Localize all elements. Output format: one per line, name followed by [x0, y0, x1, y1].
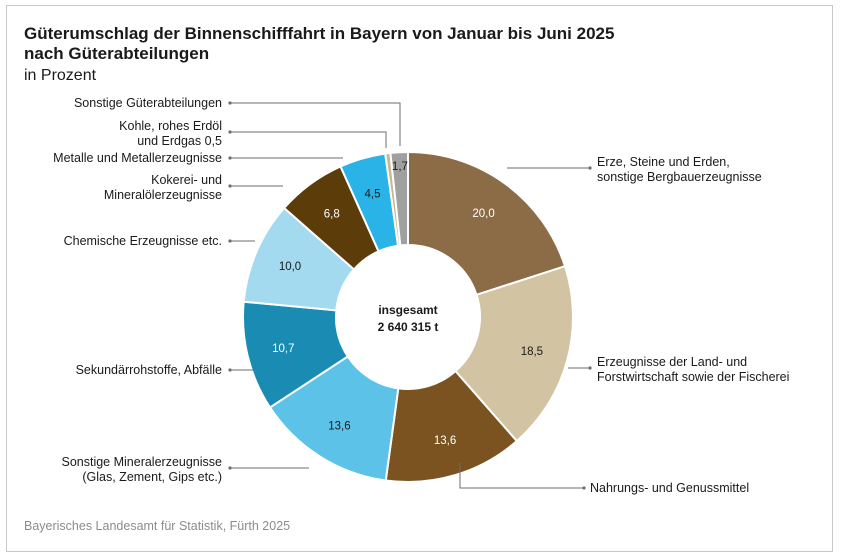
category-label: Nahrungs- und Genussmittel	[590, 481, 749, 495]
leader-dot	[228, 368, 232, 372]
category-label: Erze, Steine und Erden, sonstige Bergbaue…	[597, 155, 762, 184]
leader-dot	[582, 486, 586, 490]
leader-line	[230, 102, 401, 146]
slice-value-label: 10,7	[272, 343, 294, 355]
leader-dot	[588, 366, 592, 370]
category-label: Chemische Erzeugnisse etc.	[64, 234, 222, 248]
chart-subtitle: in Prozent	[24, 67, 97, 84]
leader-dot	[228, 156, 232, 160]
slice-value-label: 6,8	[324, 209, 340, 221]
leader-lines	[228, 101, 592, 490]
leader-dot	[228, 239, 232, 243]
slice-value-label: 20,0	[472, 208, 494, 220]
category-label: Sonstige Mineralerzeugnisse (Glas, Zement…	[61, 455, 222, 484]
source-note: Bayerisches Landesamt für Statistik, Für…	[24, 519, 291, 533]
leader-line	[459, 463, 584, 489]
leader-dot	[228, 466, 232, 470]
center-label-total: insgesamt	[378, 303, 437, 317]
donut-slice	[389, 150, 409, 247]
category-label: Erzeugnisse der Land- und Forstwirtschaft…	[597, 355, 789, 384]
slice-value-label: 13,6	[434, 435, 456, 447]
category-label: Metalle und Metallerzeugnisse	[53, 151, 222, 165]
leader-dot	[228, 184, 232, 188]
slice-value-label: 1,7	[392, 161, 408, 173]
slice-value-label: 10,0	[279, 261, 301, 273]
donut-slice	[384, 369, 519, 483]
category-label: Kohle, rohes Erdöl und Erdgas 0,5	[119, 119, 222, 148]
center-label-amount: 2 640 315 t	[378, 320, 439, 334]
leader-dot	[228, 101, 232, 105]
slice-value-label: 13,6	[328, 421, 350, 433]
donut-slices	[242, 150, 574, 483]
chart-frame	[6, 5, 833, 552]
category-label: Sonstige Güterabteilungen	[74, 96, 222, 110]
leader-line	[230, 131, 387, 148]
leader-dot	[228, 130, 232, 134]
slice-value-label: 4,5	[365, 189, 381, 201]
donut-slice	[407, 150, 567, 297]
slice-value-label: 18,5	[521, 346, 543, 358]
chart-title: Güterumschlag der Binnenschifffahrt in B…	[24, 24, 615, 63]
category-label: Kokerei- und Mineralölerzeugnisse	[104, 173, 222, 202]
category-labels: Erze, Steine und Erden, sonstige Bergbaue…	[53, 96, 789, 495]
category-label: Sekundärrohstoffe, Abfälle	[76, 363, 222, 377]
donut-slice	[454, 264, 574, 443]
leader-dot	[588, 166, 592, 170]
slice-value-labels: 20,0 18,5 13,6 13,6 10,7 10,0 6,8 4,5 1,7	[272, 161, 543, 447]
